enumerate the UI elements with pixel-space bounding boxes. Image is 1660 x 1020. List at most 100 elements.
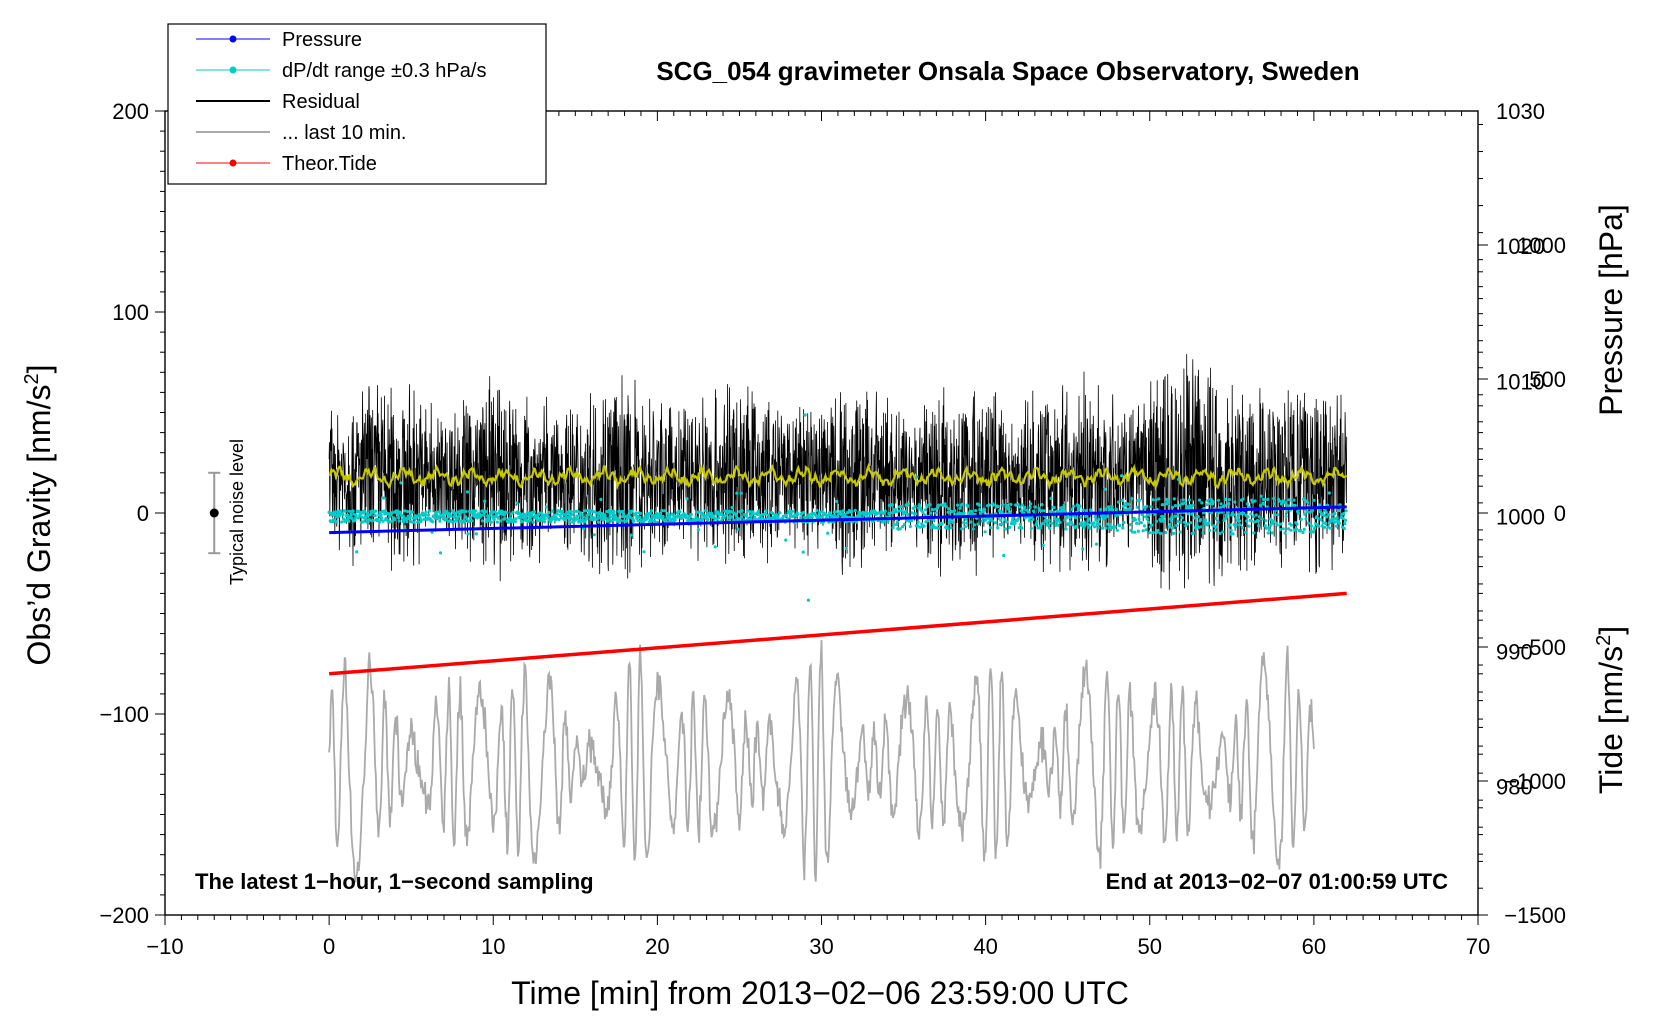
dpdt-point: [1005, 503, 1009, 508]
dpdt-point: [786, 517, 790, 521]
dpdt-point: [977, 503, 981, 507]
dpdt-point: [1178, 530, 1182, 534]
dpdt-point: [689, 512, 693, 516]
dpdt-point: [1172, 531, 1176, 536]
dpdt-point: [507, 520, 511, 524]
dpdt-point: [1020, 526, 1024, 530]
dpdt-point: [1139, 521, 1143, 525]
dpdt-point: [1217, 498, 1221, 502]
dpdt-point: [1063, 518, 1067, 522]
x-tick-label: 60: [1302, 934, 1326, 959]
dpdt-point: [729, 515, 734, 519]
dpdt-point: [1169, 519, 1173, 523]
dpdt-point: [589, 514, 593, 518]
dpdt-point: [1020, 503, 1024, 507]
dpdt-point: [446, 519, 450, 524]
dpdt-point: [953, 508, 957, 513]
dpdt-point: [1138, 498, 1142, 502]
dpdt-point: [483, 499, 487, 503]
dpdt-point: [1084, 509, 1088, 513]
dpdt-point: [397, 516, 401, 520]
noise-bar-center: [209, 508, 219, 518]
dpdt-point: [1017, 526, 1021, 530]
dpdt-point: [1031, 517, 1035, 522]
dpdt-point: [555, 517, 559, 521]
dpdt-point: [1159, 519, 1163, 523]
dpdt-point: [1186, 512, 1190, 516]
dpdt-point: [1168, 522, 1172, 527]
dpdt-point: [1106, 513, 1110, 518]
dpdt-point: [857, 510, 861, 515]
dpdt-point: [404, 517, 408, 521]
dpdt-point: [1143, 506, 1147, 511]
dpdt-point: [1228, 523, 1232, 527]
dpdt-point: [1330, 513, 1334, 517]
dpdt-point: [1104, 526, 1108, 530]
dpdt-point: [996, 504, 1000, 509]
dpdt-point: [422, 517, 426, 521]
dpdt-point: [638, 511, 643, 515]
dpdt-point: [1097, 522, 1102, 526]
dpdt-point: [944, 505, 948, 509]
dpdt-point: [1181, 502, 1185, 506]
dpdt-point: [1216, 520, 1220, 524]
dpdt-point: [1302, 527, 1306, 532]
dpdt-point: [1246, 515, 1250, 519]
dpdt-point: [642, 550, 646, 554]
dpdt-point: [902, 522, 907, 527]
dpdt-point: [619, 519, 623, 523]
dpdt-point: [1027, 519, 1032, 523]
dpdt-point: [543, 517, 547, 521]
dpdt-point: [736, 527, 740, 531]
dpdt-point: [1027, 515, 1031, 519]
dpdt-point: [790, 509, 795, 513]
pressure-tick-label: 1020: [1496, 234, 1545, 259]
dpdt-point: [437, 515, 441, 519]
dpdt-point: [1117, 500, 1121, 504]
dpdt-point: [1032, 509, 1036, 513]
dpdt-point: [1226, 511, 1230, 516]
dpdt-point: [1301, 530, 1305, 535]
dpdt-point: [526, 519, 531, 523]
dpdt-point: [1130, 530, 1134, 534]
legend-item-last-10-min: ... last 10 min.: [196, 122, 407, 144]
dpdt-point: [480, 519, 484, 523]
dpdt-point: [1058, 520, 1062, 525]
dpdt-point: [462, 519, 466, 523]
dpdt-point: [1170, 505, 1175, 509]
dpdt-point: [983, 530, 987, 534]
y-axis-title-pressure: Pressure [hPa]: [1593, 204, 1629, 416]
dpdt-point: [382, 509, 386, 513]
dpdt-point: [695, 510, 699, 514]
dpdt-point: [433, 516, 437, 520]
dpdt-point: [1147, 513, 1151, 517]
dpdt-point: [1236, 515, 1240, 520]
dpdt-point: [1287, 498, 1291, 502]
dpdt-point: [347, 519, 351, 523]
dpdt-point: [1189, 506, 1193, 510]
dpdt-point: [1003, 527, 1008, 531]
dpdt-point: [492, 517, 496, 522]
dpdt-point: [444, 517, 448, 521]
dpdt-point: [575, 514, 579, 518]
dpdt-point: [1272, 496, 1276, 501]
dpdt-point: [601, 518, 605, 522]
dpdt-point: [960, 502, 965, 506]
dpdt-point: [1150, 523, 1154, 527]
dpdt-point: [914, 512, 918, 516]
dpdt-point: [1039, 524, 1043, 528]
dpdt-point: [1147, 520, 1151, 524]
dpdt-point: [351, 509, 355, 513]
dpdt-point: [756, 512, 760, 517]
dpdt-point: [1179, 520, 1183, 525]
dpdt-point: [1263, 524, 1267, 528]
dpdt-point: [980, 519, 984, 523]
dpdt-point: [343, 509, 347, 513]
dpdt-point: [520, 520, 524, 524]
dpdt-point: [465, 517, 469, 521]
y-axis-title-tide-end: ]: [1593, 626, 1629, 635]
pressure-tick-label: 980: [1496, 775, 1533, 800]
series-pressure: [329, 505, 1347, 535]
dpdt-point: [518, 516, 522, 520]
dpdt-point: [465, 490, 469, 494]
